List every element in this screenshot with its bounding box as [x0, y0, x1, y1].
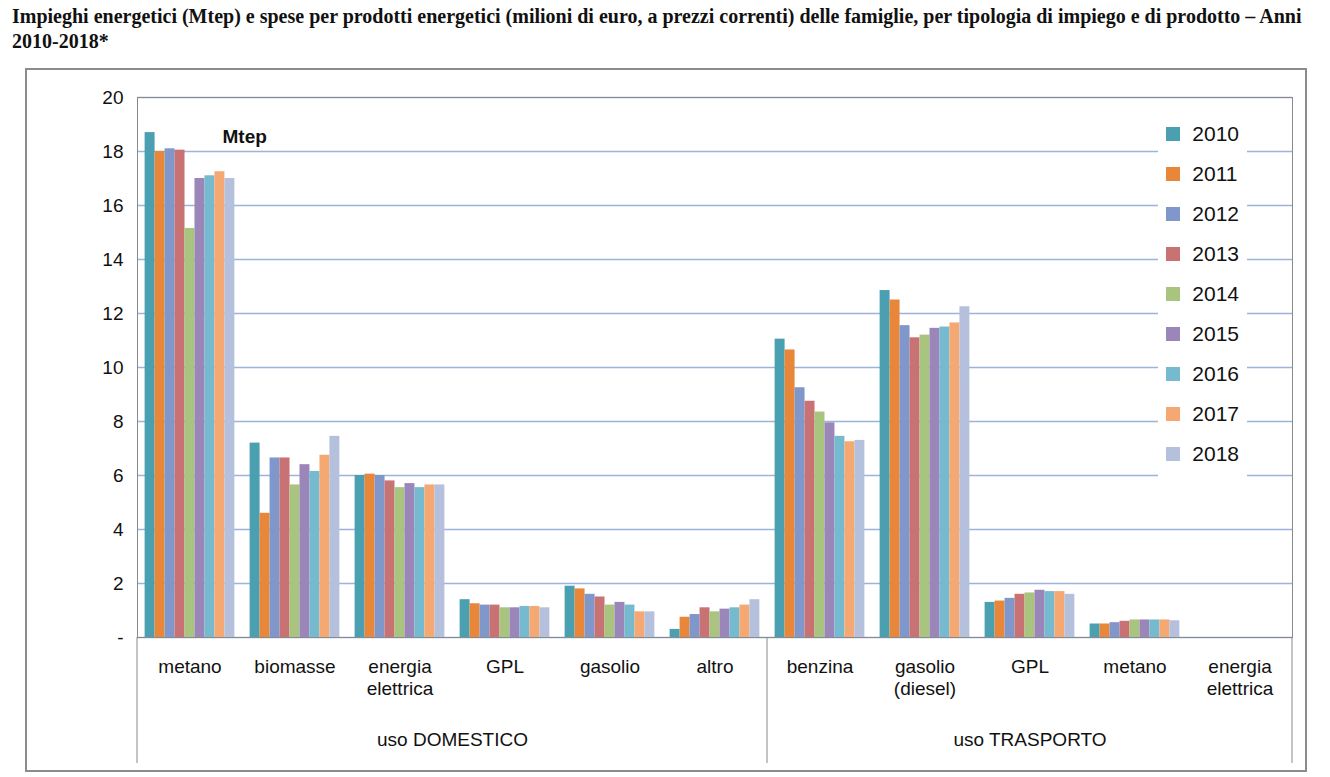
- svg-text:GPL: GPL: [486, 656, 524, 677]
- html-text:2011: 2011: [1192, 162, 1238, 185]
- html-text:2015: 2015: [1192, 322, 1239, 345]
- svg-text:uso TRASPORTO: uso TRASPORTO: [953, 729, 1106, 750]
- svg-text:uso DOMESTICO: uso DOMESTICO: [377, 729, 528, 750]
- svg-text:18: 18: [102, 141, 123, 162]
- html-text:2018: 2018: [1192, 442, 1239, 465]
- svg-text:GPL: GPL: [1011, 656, 1049, 677]
- svg-text:4: 4: [113, 519, 124, 540]
- html-text:2012: 2012: [1192, 202, 1239, 225]
- svg-text:20: 20: [102, 87, 123, 108]
- svg-text:metano: metano: [158, 656, 221, 677]
- svg-text:gasolio(diesel): gasolio(diesel): [894, 656, 956, 699]
- svg-text:gasolio: gasolio: [580, 656, 640, 677]
- svg-text:metano: metano: [1103, 656, 1166, 677]
- svg-text:benzina: benzina: [787, 656, 854, 677]
- html-text:2016: 2016: [1192, 362, 1239, 385]
- svg-text:6: 6: [113, 465, 124, 486]
- html-text:2013: 2013: [1192, 242, 1239, 265]
- svg-text:10: 10: [102, 357, 123, 378]
- svg-text:2: 2: [113, 573, 124, 594]
- svg-text:-: -: [117, 627, 123, 648]
- svg-text:12: 12: [102, 303, 123, 324]
- svg-text:8: 8: [113, 411, 124, 432]
- html-text:2010: 2010: [1192, 122, 1239, 145]
- svg-text:16: 16: [102, 195, 123, 216]
- html-text:2017: 2017: [1192, 402, 1239, 425]
- svg-text:Mtep: Mtep: [223, 126, 267, 147]
- html-text:2014: 2014: [1192, 282, 1239, 305]
- svg-text:energiaelettrica: energiaelettrica: [1207, 656, 1274, 699]
- svg-text:biomasse: biomasse: [254, 656, 335, 677]
- svg-text:14: 14: [102, 249, 124, 270]
- svg-text:altro: altro: [697, 656, 734, 677]
- html-text:Impieghi energetici (Mtep) e s: Impieghi energetici (Mtep) e spese per p…: [12, 5, 1302, 52]
- svg-text:energiaelettrica: energiaelettrica: [367, 656, 434, 699]
